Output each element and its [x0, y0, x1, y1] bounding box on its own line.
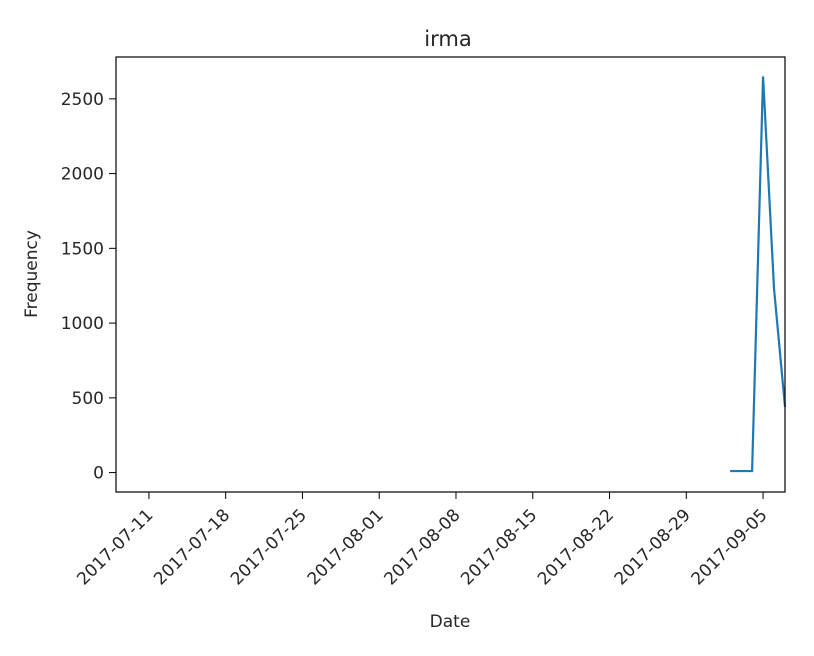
x-tick-label: 2017-09-05: [688, 505, 772, 589]
y-axis-ticks: 0 500 1000 1500 2000 2500: [61, 90, 116, 484]
y-tick-label: 2000: [61, 165, 104, 185]
x-tick-label: 2017-07-25: [227, 505, 311, 589]
y-tick-label: 1000: [61, 314, 104, 334]
x-tick-label: 2017-08-08: [381, 505, 465, 589]
x-tick-label: 2017-07-18: [150, 505, 234, 589]
x-tick-label: 2017-08-15: [457, 505, 541, 589]
plot-area: [730, 76, 787, 473]
plot-frame: [115, 56, 786, 493]
y-tick-label: 0: [93, 464, 104, 484]
x-axis-label: Date: [430, 612, 471, 632]
x-tick-label: 2017-08-22: [534, 505, 618, 589]
x-tick-label: 2017-07-11: [73, 505, 157, 589]
x-tick-label: 2017-08-01: [304, 505, 388, 589]
y-tick-label: 500: [72, 389, 104, 409]
series-line: [730, 76, 787, 473]
y-axis-label: Frequency: [22, 230, 42, 318]
y-tick-label: 1500: [61, 239, 104, 259]
x-tick-label: 2017-08-29: [611, 505, 695, 589]
chart-title: irma: [424, 27, 471, 51]
x-axis-ticks: 2017-07-112017-07-182017-07-252017-08-01…: [73, 492, 772, 589]
y-tick-label: 2500: [61, 90, 104, 110]
